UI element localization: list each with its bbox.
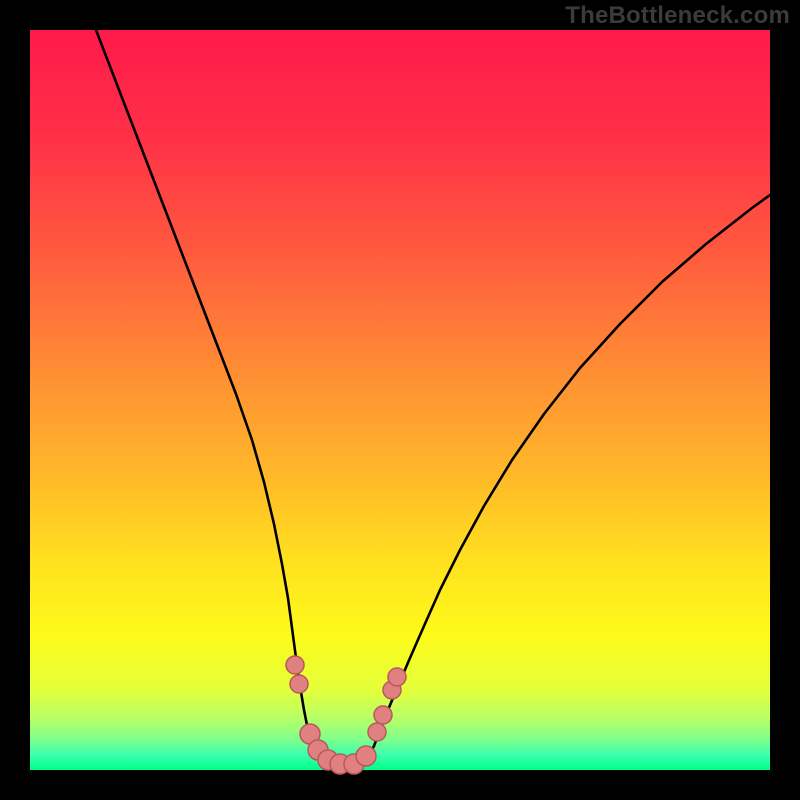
data-marker xyxy=(290,675,308,693)
data-marker xyxy=(356,746,376,766)
chart-frame: TheBottleneck.com xyxy=(0,0,800,800)
curve-group xyxy=(96,30,770,774)
bottleneck-curve xyxy=(96,30,770,766)
data-marker xyxy=(286,656,304,674)
data-marker xyxy=(368,723,386,741)
data-marker xyxy=(374,706,392,724)
chart-svg xyxy=(0,0,800,800)
data-marker xyxy=(388,668,406,686)
